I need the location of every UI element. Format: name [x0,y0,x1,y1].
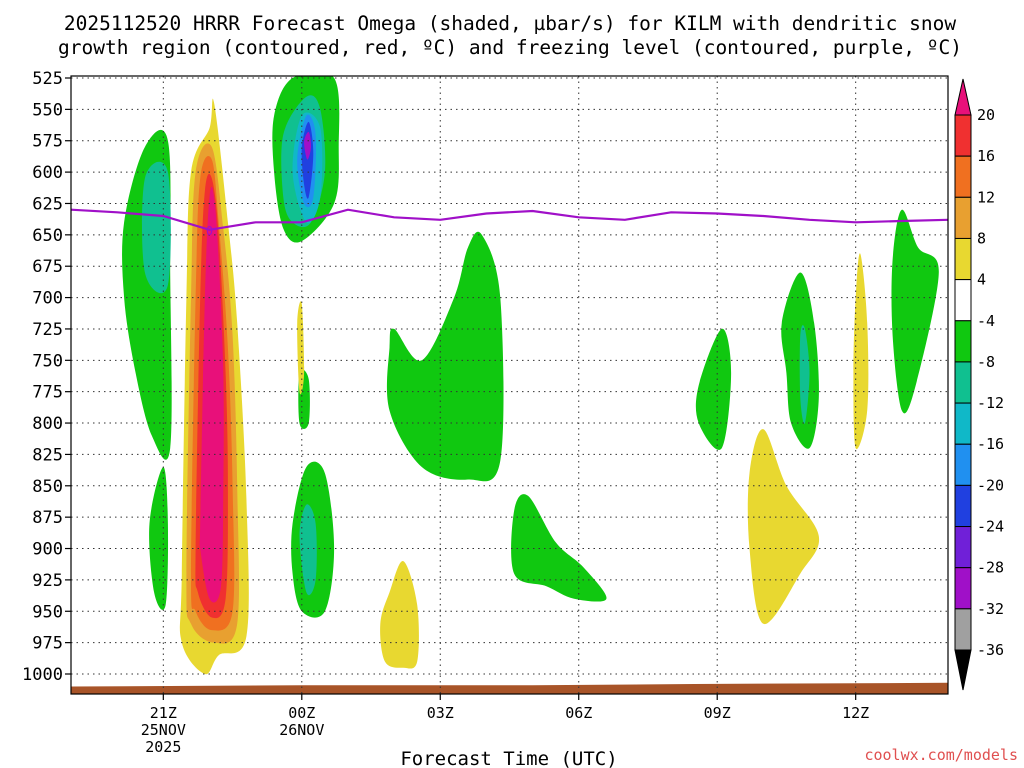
y-tick-label-4: 625 [32,194,63,214]
y-tick-label-9: 750 [32,351,63,371]
ground-surface [71,682,948,694]
y-tick-label-17: 950 [32,602,63,622]
colorbar-label-10: -24 [977,518,1004,536]
freezing-level-layer: 0 [71,208,948,238]
freezing-level-label: 0 [206,224,213,238]
colorbar-label-7: -12 [977,394,1004,412]
omega-region-8 [304,131,312,160]
colorbar-segment-6 [954,361,972,404]
x-tick-label-1-1: 26NOV [279,721,324,739]
y-tick-label-15: 900 [32,540,63,560]
colorbar-segment-1 [954,155,972,198]
y-tick-label-18: 975 [32,634,63,654]
y-tick-label-3: 600 [32,163,63,183]
colorbar-segment-3 [954,237,972,281]
colorbar-segment-2 [954,196,972,239]
colorbar-segment-0 [954,114,972,157]
colorbar-label-9: -20 [977,476,1004,494]
rising-motion-region-6 [297,301,305,395]
colorbar: 20 16 12 8 4 -4 -8 -12 -16 -20 -24 -28 -32 -36 [954,78,1004,691]
colorbar-label-4: 4 [977,271,986,289]
chart-title-line-1: 2025112520 HRRR Forecast Omega (shaded, … [64,12,956,35]
colorbar-label-2: 12 [977,188,995,206]
x-tick-label-0-2: 2025 [145,738,181,756]
omega-region-12 [386,231,504,482]
y-tick-label-6: 675 [32,257,63,277]
colorbar-label-3: 8 [977,229,986,247]
x-tick-label-1-0: 00Z [288,704,315,722]
omega-region-1 [141,161,171,294]
colorbar-segment-12 [954,608,972,651]
colorbar-label-1: 16 [977,147,995,165]
colorbar-label-5: -4 [977,312,995,330]
colorbar-segment-10 [954,526,972,569]
colorbar-segment-7 [954,402,972,445]
y-axis: 525 550 575 600 625 650 675 700 725 750 775 800 825 8… [22,69,71,685]
colorbar-label-12: -32 [977,600,1004,618]
colorbar-segment-8 [954,443,972,486]
x-tick-label-0-0: 21Z [150,704,177,722]
rising-motion-region-7 [747,429,820,625]
omega-region-2 [149,467,169,610]
omega-region-16 [799,325,810,424]
omega-region-11 [299,504,317,596]
colorbar-label-0: 20 [977,106,995,124]
rising-motion-region-4 [199,186,224,603]
chart-title-line-2: growth region (contoured, red, ºC) and f… [58,36,962,59]
y-tick-label-2: 575 [32,132,63,152]
omega-region-13 [511,494,607,602]
grid-layer [71,76,948,694]
colorbar-label-11: -28 [977,559,1004,577]
colorbar-label-6: -8 [977,353,995,371]
colorbar-top-arrow [954,78,972,116]
plot-frame [70,75,949,695]
y-tick-label-7: 700 [32,289,63,309]
colorbar-segment-5 [954,320,972,363]
rising-motion-region-5 [380,560,419,669]
omega-region-17 [891,209,939,414]
y-tick-label-0: 525 [32,69,63,89]
y-tick-label-8: 725 [32,320,63,340]
y-tick-label-19: 1000 [22,665,63,685]
x-tick-label-4-0: 09Z [704,704,731,722]
y-tick-label-13: 850 [32,477,63,497]
rising-motion-region-8 [853,253,869,450]
y-tick-label-5: 650 [32,226,63,246]
y-tick-label-14: 875 [32,508,63,528]
omega-fill-layer [71,76,948,694]
colorbar-segment-9 [954,484,972,528]
y-tick-label-11: 800 [32,414,63,434]
x-tick-label-0-1: 25NOV [141,721,186,739]
x-tick-label-5-0: 12Z [842,704,869,722]
y-tick-label-1: 550 [32,100,63,120]
colorbar-label-8: -16 [977,435,1004,453]
colorbar-bottom-arrow [954,649,972,691]
freezing-level-line [71,208,948,231]
colorbar-segment-11 [954,567,972,610]
x-tick-label-3-0: 06Z [565,704,592,722]
y-tick-label-12: 825 [32,445,63,465]
x-tick-label-2-0: 03Z [427,704,454,722]
colorbar-segment-4 [954,279,972,322]
omega-region-14 [695,328,732,450]
x-axis-label: Forecast Time (UTC) [400,748,617,768]
credit-text: coolwx.com/models [864,746,1018,764]
y-tick-label-10: 775 [32,383,63,403]
y-tick-label-16: 925 [32,571,63,591]
colorbar-label-13: -36 [977,641,1004,659]
